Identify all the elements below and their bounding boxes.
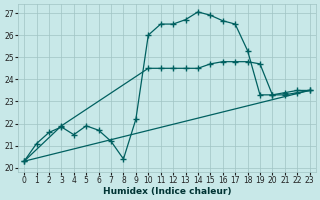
X-axis label: Humidex (Indice chaleur): Humidex (Indice chaleur) [103,187,231,196]
